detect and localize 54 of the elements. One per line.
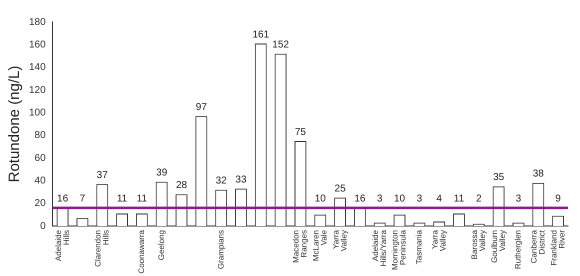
y-tick-label: 20 — [34, 198, 46, 210]
x-tick-label: Barossa Valley — [470, 229, 488, 260]
data-label: 33 — [235, 174, 247, 186]
x-tick-label: Clarendon Hills — [93, 230, 110, 267]
y-tick-label: 140 — [28, 62, 46, 74]
y-tick-label: 40 — [34, 175, 46, 186]
y-tick-label: 120 — [28, 84, 46, 96]
data-label: 10 — [314, 194, 326, 205]
data-label: 75 — [294, 126, 306, 138]
x-tick-label: Canberra District — [529, 229, 546, 264]
x-tick-label: McLaren Vale — [311, 229, 328, 262]
data-label: 16 — [354, 194, 366, 205]
x-tick-label: Grampians — [216, 230, 226, 270]
x-tick-label: Tasmania — [414, 229, 424, 264]
data-label: 11 — [454, 194, 465, 205]
data-label: 10 — [394, 194, 406, 205]
data-label: 2 — [476, 194, 482, 205]
x-tick-label: Macedon Ranges — [292, 230, 309, 263]
x-tick-label: Frankland River — [549, 230, 566, 266]
y-tick-label: 80 — [34, 130, 46, 142]
x-tick-label: Geelong — [156, 230, 166, 260]
data-label: 7 — [80, 194, 86, 205]
y-tick-label: 60 — [34, 152, 46, 164]
x-tick-label: Adelaide Hills/Yarra — [370, 229, 388, 266]
data-label: 28 — [176, 180, 188, 192]
data-label: 161 — [252, 29, 270, 40]
y-tick-label: 100 — [28, 107, 46, 118]
data-label: 35 — [493, 172, 505, 184]
data-label: 32 — [216, 175, 228, 186]
data-label: 37 — [96, 170, 108, 181]
data-label: 97 — [196, 102, 208, 113]
y-tick-label: 0 — [40, 220, 46, 232]
x-tick-label: Goulburn Valley — [490, 230, 507, 263]
y-tick-label: 180 — [28, 16, 46, 28]
x-tick-label: Mornington Peninsula — [390, 229, 408, 270]
data-label: 152 — [272, 39, 290, 50]
data-label: 38 — [532, 168, 544, 180]
data-label: 11 — [116, 194, 128, 205]
data-label: 3 — [516, 194, 522, 205]
data-label: 16 — [57, 194, 69, 205]
x-tick-label: Rutherglen — [514, 230, 523, 270]
data-label: 39 — [156, 168, 168, 179]
data-label: 9 — [555, 194, 562, 205]
y-axis-title: Rotundone (ng/L) — [6, 66, 24, 182]
data-label: 11 — [136, 194, 148, 205]
x-tick-label: Coonawarra — [137, 229, 146, 274]
data-label: 3 — [416, 194, 423, 205]
data-label: 4 — [436, 194, 442, 205]
data-label: 3 — [376, 194, 383, 205]
x-tick-label: Yarra Valley — [331, 229, 348, 252]
x-tick-label: Adelaide Hills — [54, 229, 71, 262]
y-tick-label: 160 — [28, 39, 46, 50]
x-tick-label: Yarra Valley — [430, 229, 448, 252]
data-label: 25 — [334, 183, 346, 194]
